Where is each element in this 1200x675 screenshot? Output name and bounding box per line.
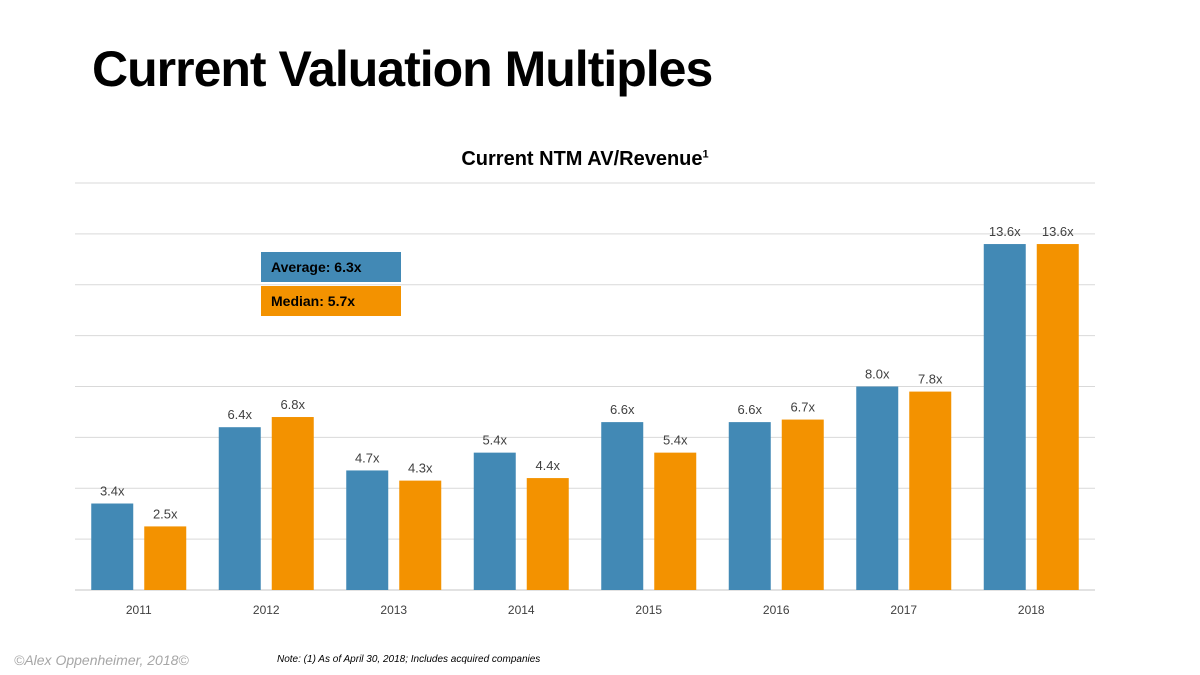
x-tick-label-2015: 2015 [635, 603, 662, 617]
data-label-median-2015: 5.4x [663, 433, 688, 448]
data-label-median-2016: 6.7x [790, 400, 815, 415]
bar-median-2014 [526, 478, 569, 590]
data-label-median-2018: 13.6x [1042, 224, 1074, 239]
bar-median-2015 [654, 452, 697, 590]
x-tick-label-2011: 2011 [126, 603, 152, 617]
bar-median-2018 [1036, 244, 1079, 591]
data-label-average-2011: 3.4x [100, 484, 125, 499]
legend-average: Average: 6.3x [261, 252, 401, 282]
x-tick-label-2016: 2016 [763, 603, 790, 617]
chart-title-text: Current NTM AV/Revenue [461, 148, 703, 170]
bar-median-2016 [781, 419, 824, 590]
x-tick-label-2012: 2012 [253, 603, 280, 617]
x-tick-label-2018: 2018 [1018, 603, 1045, 617]
bar-median-2017 [909, 391, 952, 590]
data-label-average-2016: 6.6x [737, 402, 762, 417]
bar-median-2013 [399, 480, 442, 590]
data-label-average-2014: 5.4x [482, 433, 507, 448]
slide-title: Current Valuation Multiples [92, 41, 713, 97]
bar-average-2011 [91, 503, 134, 590]
data-label-median-2017: 7.8x [918, 372, 943, 387]
chart-title-footnote-marker: 1 [702, 148, 709, 161]
data-label-median-2012: 6.8x [280, 397, 305, 412]
bar-average-2013 [346, 470, 389, 590]
data-label-median-2011: 2.5x [153, 506, 178, 521]
data-label-average-2012: 6.4x [227, 407, 252, 422]
bar-average-2012 [218, 427, 261, 590]
bar-average-2014 [473, 452, 516, 590]
data-label-average-2017: 8.0x [865, 367, 890, 382]
bar-median-2011 [144, 526, 187, 590]
data-label-median-2014: 4.4x [535, 458, 560, 473]
x-tick-label-2014: 2014 [508, 603, 535, 617]
x-tick-label-2013: 2013 [380, 603, 407, 617]
data-label-median-2013: 4.3x [408, 461, 433, 476]
bar-average-2018 [983, 244, 1026, 591]
data-label-average-2015: 6.6x [610, 402, 635, 417]
legend-median: Median: 5.7x [261, 286, 401, 316]
chart-title: Current NTM AV/Revenue1 [0, 148, 1170, 171]
footnote: Note: (1) As of April 30, 2018; Includes… [277, 654, 541, 665]
x-tick-label-2017: 2017 [890, 603, 917, 617]
copyright-credit: ©Alex Oppenheimer, 2018© [14, 652, 189, 668]
data-label-average-2018: 13.6x [989, 224, 1021, 239]
bar-average-2016 [728, 422, 771, 590]
bar-average-2017 [856, 386, 899, 590]
bar-average-2015 [601, 422, 644, 590]
data-label-average-2013: 4.7x [355, 450, 380, 465]
bar-median-2012 [271, 417, 314, 590]
